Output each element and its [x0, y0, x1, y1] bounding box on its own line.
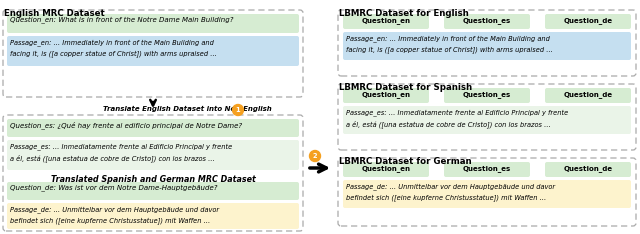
Text: facing it, is ([a copper statue of Christ]) with arms upraised …: facing it, is ([a copper statue of Chris…: [346, 46, 553, 53]
Text: Passage_es: … Inmediatamente frente al Edificio Principal y frente: Passage_es: … Inmediatamente frente al E…: [346, 109, 568, 116]
Text: LBMRC Dataset for German: LBMRC Dataset for German: [339, 157, 472, 166]
Text: Question_de: Question_de: [563, 17, 612, 24]
Text: Question_es: ¿Qué hay frente al edificio principal de Notre Dame?: Question_es: ¿Qué hay frente al edificio…: [10, 121, 242, 129]
FancyBboxPatch shape: [343, 32, 631, 60]
Text: English MRC Dataset: English MRC Dataset: [4, 9, 105, 18]
FancyBboxPatch shape: [545, 162, 631, 177]
Text: Question_en: Question_en: [362, 91, 410, 98]
Text: Question_de: Was ist vor dem Notre Dame-Hauptgebäude?: Question_de: Was ist vor dem Notre Dame-…: [10, 184, 218, 191]
Text: Question_en: Question_en: [362, 165, 410, 172]
Text: LBMRC Dataset for English: LBMRC Dataset for English: [339, 9, 468, 18]
FancyBboxPatch shape: [444, 88, 530, 103]
Text: Question_es: Question_es: [463, 17, 511, 24]
Text: Question_de: Question_de: [563, 165, 612, 172]
Circle shape: [232, 105, 243, 116]
Text: Translated Spanish and German MRC Dataset: Translated Spanish and German MRC Datase…: [51, 175, 255, 184]
FancyBboxPatch shape: [343, 106, 631, 134]
Text: Passage_en: … Immediately in front of the Main Building and: Passage_en: … Immediately in front of th…: [346, 35, 550, 42]
Text: Passage_es: … Inmediatamente frente al Edificio Principal y frente: Passage_es: … Inmediatamente frente al E…: [10, 143, 232, 150]
FancyBboxPatch shape: [343, 180, 631, 208]
Text: a él, está ([una estatua de cobre de Cristo]) con los brazos …: a él, está ([una estatua de cobre de Cri…: [346, 120, 551, 128]
FancyBboxPatch shape: [7, 119, 299, 137]
FancyBboxPatch shape: [7, 182, 299, 200]
Text: LBMRC Dataset for Spanish: LBMRC Dataset for Spanish: [339, 83, 472, 92]
Text: 1: 1: [236, 107, 240, 113]
FancyBboxPatch shape: [7, 14, 299, 33]
Text: Question_es: Question_es: [463, 91, 511, 98]
Text: Question_es: Question_es: [463, 165, 511, 172]
FancyBboxPatch shape: [7, 140, 299, 170]
Circle shape: [310, 150, 321, 161]
Text: facing it, is ([a copper statue of Christ]) with arms upraised …: facing it, is ([a copper statue of Chris…: [10, 50, 217, 57]
FancyBboxPatch shape: [545, 88, 631, 103]
Text: Question_de: Question_de: [563, 91, 612, 98]
Text: Passage_en: … Immediately in front of the Main Building and: Passage_en: … Immediately in front of th…: [10, 39, 214, 46]
Text: Passage_de: … Unmittelbar vor dem Hauptgebäude und davor: Passage_de: … Unmittelbar vor dem Hauptg…: [346, 183, 555, 190]
Text: Passage_de: … Unmittelbar vor dem Hauptgebäude und davor: Passage_de: … Unmittelbar vor dem Hauptg…: [10, 206, 219, 213]
FancyBboxPatch shape: [444, 14, 530, 29]
FancyBboxPatch shape: [7, 36, 299, 66]
FancyBboxPatch shape: [545, 14, 631, 29]
FancyBboxPatch shape: [7, 203, 299, 229]
FancyBboxPatch shape: [444, 162, 530, 177]
FancyBboxPatch shape: [343, 14, 429, 29]
Text: befindet sich ([eine kupferne Christusstatue]) mit Waffen …: befindet sich ([eine kupferne Christusst…: [10, 217, 211, 224]
Text: 2: 2: [313, 153, 317, 159]
Text: Question_en: Question_en: [362, 17, 410, 24]
Text: befindet sich ([eine kupferne Christusstatue]) mit Waffen …: befindet sich ([eine kupferne Christusst…: [346, 194, 547, 201]
FancyBboxPatch shape: [343, 162, 429, 177]
Text: a él, está ([una estatua de cobre de Cristo]) con los brazos …: a él, está ([una estatua de cobre de Cri…: [10, 154, 215, 162]
Text: Translate English Dataset into Non-English: Translate English Dataset into Non-Engli…: [98, 106, 272, 112]
Text: Question_en: What is in front of the Notre Dame Main Building?: Question_en: What is in front of the Not…: [10, 16, 234, 23]
FancyBboxPatch shape: [343, 88, 429, 103]
